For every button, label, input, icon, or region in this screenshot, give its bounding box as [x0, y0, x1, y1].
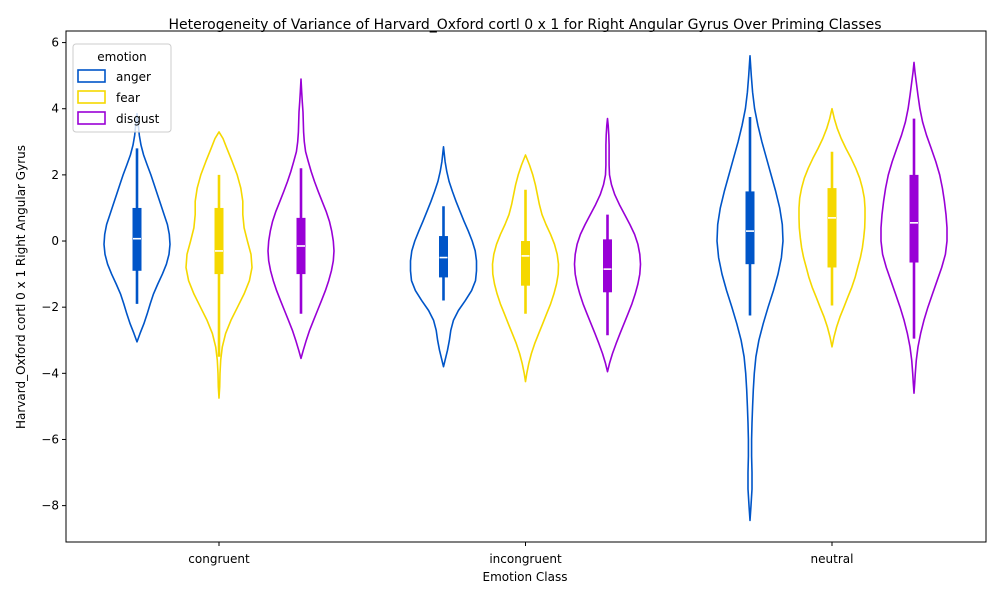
- iqr-box: [439, 236, 448, 278]
- iqr-box: [909, 174, 919, 263]
- legend-entry-disgust: disgust: [116, 112, 160, 126]
- violin-outline: [267, 78, 335, 360]
- violin-anger-neutral: [716, 55, 784, 522]
- legend: emotion anger fear disgust: [72, 43, 172, 133]
- violin-disgust-neutral: [880, 61, 948, 394]
- x-tick-label: congruent: [188, 552, 250, 566]
- violin-disgust-congruent: [267, 78, 335, 360]
- iqr-box: [521, 241, 530, 286]
- violin-outline: [409, 146, 478, 368]
- y-tick-label: 0: [51, 234, 59, 248]
- violin-outline: [880, 61, 948, 394]
- violin-fear-congruent: [185, 131, 253, 399]
- violin-outline: [798, 107, 866, 348]
- legend-swatch-fear: [77, 90, 106, 104]
- y-tick-label: −8: [41, 499, 59, 513]
- legend-box: [72, 43, 172, 133]
- violin-outline: [573, 117, 642, 373]
- violin-fear-incongruent: [491, 154, 560, 383]
- y-tick-label: −4: [41, 366, 59, 380]
- violin-disgust-incongruent: [573, 117, 642, 373]
- y-tick-label: 4: [51, 102, 59, 116]
- y-axis: −8 −6 −4 −2 0 2 4 6: [41, 36, 66, 513]
- violin-fear-neutral: [798, 107, 866, 348]
- iqr-box: [827, 188, 837, 268]
- legend-entry-anger: anger: [116, 70, 151, 84]
- iqr-box: [603, 239, 612, 293]
- legend-swatch-anger: [77, 69, 106, 83]
- violin-outline: [716, 55, 784, 522]
- iqr-box: [745, 191, 755, 265]
- violin-anger-incongruent: [409, 146, 478, 368]
- legend-entry-fear: fear: [116, 91, 140, 105]
- y-tick-label: −2: [41, 300, 59, 314]
- x-axis: congruent incongruent neutral: [188, 542, 853, 566]
- x-tick-label: incongruent: [489, 552, 562, 566]
- legend-title: emotion: [97, 50, 146, 64]
- x-tick-label: neutral: [811, 552, 854, 566]
- legend-swatch-disgust: [77, 111, 106, 125]
- y-tick-label: −6: [41, 432, 59, 446]
- iqr-box: [214, 207, 224, 275]
- chart-title: Heterogeneity of Variance of Harvard_Oxf…: [168, 17, 881, 33]
- y-tick-label: 6: [51, 36, 59, 50]
- x-axis-label: Emotion Class: [483, 570, 568, 584]
- y-axis-label: Harvard_Oxford cortl 0 x 1 Right Angular…: [14, 145, 28, 429]
- y-tick-label: 2: [51, 168, 59, 182]
- plot-area: [103, 55, 948, 522]
- violin-outline: [185, 131, 253, 399]
- violin-outline: [491, 154, 560, 383]
- violin-anger-congruent: [103, 112, 171, 343]
